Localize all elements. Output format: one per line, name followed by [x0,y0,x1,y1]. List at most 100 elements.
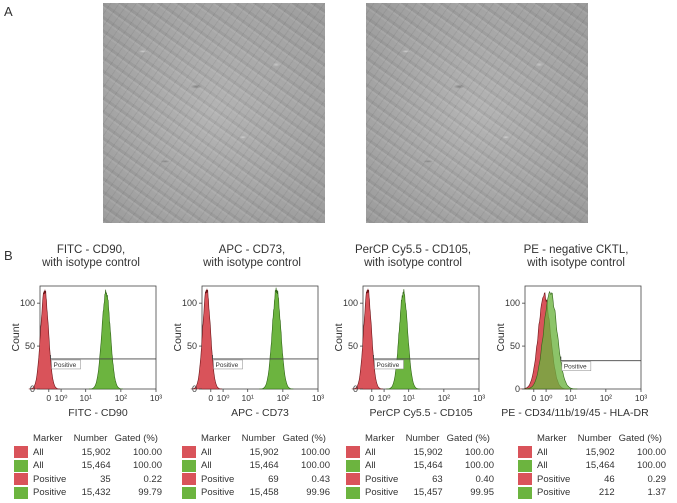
cell-number: 35 [100,473,111,485]
chart-title-line1: PerCP Cy5.5 - CD105, [354,244,472,256]
histogram-marker [386,289,421,390]
x-tick-label: 10¹ [403,393,415,403]
header-marker: Marker [365,433,395,445]
legend-swatch-marker [14,459,28,472]
panel-b-label: B [4,248,13,263]
y-tick-label: 100 [343,298,358,308]
table-row: All 15,902 100.00 [14,446,164,460]
gate-line [373,354,479,360]
table-row: Positive 63 0.40 [346,473,496,487]
gate-label-box [374,359,404,370]
cell-gated: 0.22 [143,473,163,485]
legend-swatch-isotype [182,446,196,459]
x-tick-label: 0 [208,393,213,403]
gate-label-box [51,359,81,370]
header-marker: Marker [537,433,567,445]
legend-swatch-isotype [14,473,28,486]
cell-gated: 100.00 [636,446,666,458]
header-marker: Marker [33,433,63,445]
cell-gated: 100.00 [300,460,330,472]
table-row: All 15,464 100.00 [346,459,496,473]
cell-number: 69 [268,473,279,485]
legend-swatch-marker [182,486,196,499]
y-axis-label: Count [10,323,22,351]
stats-table: Marker Number Gated (%) All 15,902 100.00 … [14,432,164,500]
x-tick-label: 0 [531,393,536,403]
x-tick-label: 10² [600,393,612,403]
chart-title: APC - CD73, with isotype control [182,244,322,270]
cell-number: 46 [604,473,615,485]
histogram-chart: Positive 0 50 100 0 10⁰ 10¹ 10² 10³ Count APC - CD… [172,285,324,419]
cell-marker: All [201,446,212,458]
cell-gated: 99.95 [470,487,494,499]
legend-swatch-marker [518,459,532,472]
x-tick-label: 10¹ [80,393,92,403]
legend-swatch-isotype [346,446,360,459]
cell-marker: All [201,460,212,472]
x-tick-label: 10³ [312,393,324,403]
legend-swatch-marker [518,486,532,499]
gate-line [560,356,641,362]
gate-label: Positive [377,362,400,369]
y-tick-label: 0 [30,384,35,394]
histogram-marker [88,289,123,390]
x-axis-label: APC - CD73 [231,407,289,419]
gate-line [50,354,156,360]
histogram-isotype [28,289,61,390]
x-axis-label: PE - CD34/11b/19/45 - HLA-DR [501,407,649,419]
cell-number: 63 [432,473,443,485]
header-marker: Marker [201,433,231,445]
legend-swatch-marker [14,486,28,499]
micrograph-right [366,3,588,223]
cell-number: 15,464 [81,460,111,472]
chart-title-line2: with isotype control [527,257,625,269]
cell-marker: Positive [537,473,571,485]
chart-title: PE - negative CKTL, with isotype control [506,244,646,270]
histogram-marker [259,287,294,390]
x-tick-label: 10⁰ [378,393,391,403]
x-tick-label: 0 [46,393,51,403]
histogram-chart: Positive 0 50 100 0 10⁰ 10¹ 10² 10³ Count PE - CD3… [495,285,649,419]
cell-number: 15,464 [413,460,443,472]
cell-number: 15,457 [413,487,443,499]
chart-title-line2: with isotype control [203,257,301,269]
y-tick-label: 0 [515,384,520,394]
cell-marker: All [537,446,548,458]
cell-marker: Positive [33,487,67,499]
histogram-marker [523,290,578,390]
header-number: Number [73,433,108,445]
y-axis-label: Count [333,323,345,351]
legend-swatch-marker [346,459,360,472]
table-row: All 15,464 100.00 [14,459,164,473]
chart-title: FITC - CD90, with isotype control [21,244,161,270]
cell-number: 212 [598,487,615,499]
legend-swatch-isotype [14,446,28,459]
panel-a-label: A [4,4,13,19]
chart-title-line1: FITC - CD90, [56,244,126,256]
header-gated: Gated (%) [446,433,490,445]
table-header: Marker Number Gated (%) [518,432,668,446]
y-tick-label: 50 [348,341,358,351]
legend-swatch-isotype [182,473,196,486]
stats-table: Marker Number Gated (%) All 15,902 100.00 … [346,432,496,500]
table-row: Positive 15,457 99.95 [346,486,496,500]
histogram-chart: Positive 0 50 100 0 10⁰ 10¹ 10² 10³ Count PerCP Cy… [333,285,485,419]
stats-table: Marker Number Gated (%) All 15,902 100.00 … [518,432,668,500]
cell-number: 15,902 [585,446,615,458]
cell-marker: Positive [537,487,571,499]
stats-table: Marker Number Gated (%) All 15,902 100.00 … [182,432,332,500]
cell-number: 15,464 [585,460,615,472]
cell-number: 15,458 [249,487,279,499]
header-gated: Gated (%) [618,433,662,445]
cell-number: 15,464 [249,460,279,472]
y-tick-label: 100 [505,298,520,308]
legend-swatch-isotype [518,473,532,486]
x-tick-label: 10⁰ [217,393,230,403]
x-tick-label: 10³ [150,393,162,403]
table-row: Positive 35 0.22 [14,473,164,487]
y-tick-label: 50 [25,341,35,351]
y-tick-label: 0 [192,384,197,394]
legend-swatch-marker [182,459,196,472]
x-tick-label: 10³ [635,393,647,403]
header-number: Number [577,433,612,445]
